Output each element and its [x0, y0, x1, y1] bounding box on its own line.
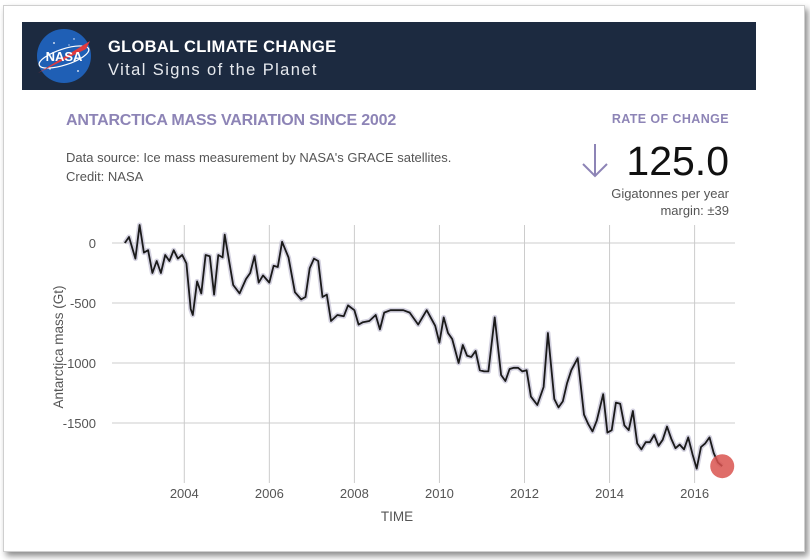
- y-axis-label: Antarctica mass (Gt): [51, 285, 66, 408]
- x-tick-label: 2004: [170, 486, 199, 501]
- site-subtitle: Vital Signs of the Planet: [108, 61, 318, 79]
- y-tick-label: -1000: [63, 356, 96, 371]
- uncertainty-band: [122, 222, 724, 472]
- site-title[interactable]: GLOBAL CLIMATE CHANGE: [108, 38, 337, 56]
- y-tick-label: 0: [89, 236, 96, 251]
- x-tick-label: 2010: [425, 486, 454, 501]
- chart-card: [3, 5, 805, 552]
- x-tick-label: 2008: [340, 486, 369, 501]
- data-source-text: Data source: Ice mass measurement by NAS…: [66, 150, 452, 165]
- rate-margin: margin: ±39: [660, 203, 729, 218]
- latest-data-point: [710, 454, 735, 479]
- x-tick-label: 2016: [680, 486, 709, 501]
- rate-of-change-label: RATE OF CHANGE: [611, 112, 729, 126]
- chart-title: ANTARCTICA MASS VARIATION SINCE 2002: [66, 112, 397, 129]
- y-tick-label: -500: [70, 296, 96, 311]
- rate-of-change-value: 125.0: [626, 138, 729, 184]
- rate-unit: Gigatonnes per year: [611, 186, 729, 201]
- mass-series-line: [124, 224, 723, 470]
- y-tick-label: -1500: [63, 416, 96, 431]
- x-tick-label: 2014: [595, 486, 624, 501]
- x-axis-label: TIME: [381, 509, 413, 524]
- x-tick-label: 2006: [255, 486, 284, 501]
- header-banner[interactable]: NASA GLOBAL CLIMATE CHANGE Vital Signs o…: [22, 22, 756, 90]
- nasa-logo-text: NASA: [46, 49, 83, 64]
- x-tick-label: 2012: [510, 486, 539, 501]
- credit-text: Credit: NASA: [66, 169, 144, 184]
- nasa-logo[interactable]: NASA: [34, 27, 94, 85]
- arrow-down-icon: [582, 144, 608, 178]
